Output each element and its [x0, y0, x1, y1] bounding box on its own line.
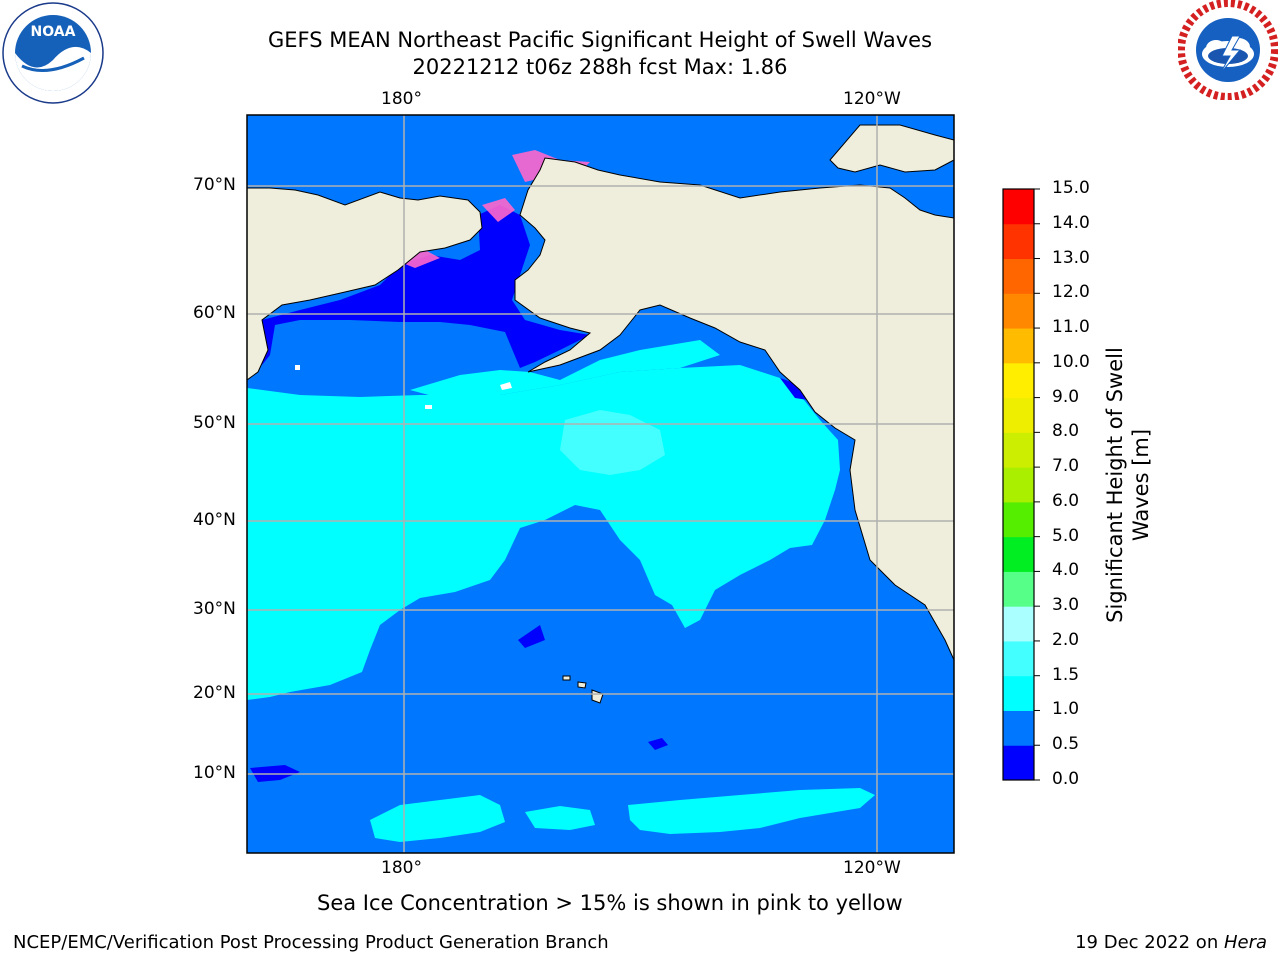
colorbar-segment [1003, 710, 1034, 746]
nws-logo-icon [1178, 0, 1278, 100]
swell-low-coast [780, 378, 808, 400]
swell-band-south-mid [525, 806, 595, 830]
colorbar-tick-label: 5.0 [1052, 525, 1080, 546]
gridlines [247, 115, 954, 853]
colorbar-tick-label: 15.0 [1052, 178, 1090, 198]
colorbar-segment [1003, 223, 1034, 260]
colorbar-segment [1003, 189, 1034, 225]
colorbar-segment [1003, 606, 1034, 642]
footer-branch: NCEP/EMC/Verification Post Processing Pr… [13, 932, 609, 953]
chart-subtitle: 20221212 t06z 288h fcst Max: 1.86 [412, 55, 788, 79]
colorbar-segment [1003, 397, 1034, 433]
swell-band-north [247, 365, 840, 700]
lat-label-50n: 50°N [193, 413, 236, 433]
colorbar-segment [1003, 745, 1034, 781]
colorbar-segment [1003, 258, 1034, 294]
land-north-america [514, 115, 954, 661]
lon-label-top-120w: 120°W [843, 89, 901, 109]
swell-band-north-upper [410, 340, 720, 398]
colorbar [1003, 189, 1034, 781]
colorbar-tick-label: 9.0 [1052, 386, 1080, 407]
lon-label-bottom-120w: 120°W [843, 858, 901, 878]
colorbar-tick-label: 1.0 [1052, 699, 1080, 720]
colorbar-tick-label: 3.0 [1052, 595, 1080, 616]
colorbar-tick-label: 10.0 [1052, 351, 1090, 372]
footer-host: Hera [1223, 932, 1267, 953]
colorbar-segment [1003, 640, 1034, 677]
lon-label-bottom-180: 180° [381, 858, 422, 878]
lat-label-40n: 40°N [193, 510, 236, 530]
colorbar-tick-label: 0.0 [1052, 769, 1080, 789]
footer-date-text: 19 Dec 2022 on [1075, 932, 1224, 953]
colorbar-tick-label: 14.0 [1052, 212, 1090, 233]
sea-ice-fringe [400, 150, 590, 268]
colorbar-tick-label: 11.0 [1052, 317, 1090, 338]
land-siberia [247, 115, 483, 381]
colorbar-segment [1003, 675, 1034, 711]
colorbar-tick-label: 2.0 [1052, 629, 1080, 650]
colorbar-tick-label: 4.0 [1052, 560, 1080, 581]
noaa-logo-text: NOAA [31, 24, 76, 40]
colorbar-label-text: Significant Height of Swell Waves [m] [1103, 347, 1153, 623]
swell-band-south-east [628, 788, 875, 834]
swell-low-bering [262, 205, 590, 368]
colorbar-tick-label: 12.0 [1052, 282, 1090, 303]
lat-label-60n: 60°N [193, 303, 236, 323]
colorbar-tick-label: 7.0 [1052, 456, 1080, 477]
land-arctic-islands [829, 124, 954, 173]
colorbar-tick-label: 13.0 [1052, 247, 1090, 268]
map-frame [246, 114, 955, 854]
footer-date: 19 Dec 2022 on Hera [1075, 932, 1267, 953]
colorbar-segment [1003, 432, 1034, 468]
swell-patch-high [560, 410, 665, 475]
lat-label-70n: 70°N [193, 175, 236, 195]
noaa-logo-icon: NOAA [2, 2, 104, 104]
sea-ice-note: Sea Ice Concentration > 15% is shown in … [317, 891, 903, 915]
chart-title: GEFS MEAN Northeast Pacific Significant … [267, 28, 933, 52]
colorbar-tick-label: 0.5 [1052, 734, 1080, 755]
colorbar-tick-label: 8.0 [1052, 421, 1080, 442]
lat-label-30n: 30°N [193, 599, 236, 619]
land-hawaii [562, 675, 604, 704]
colorbar-segment [1003, 536, 1034, 572]
lat-label-20n: 20°N [193, 683, 236, 703]
lon-label-top-180: 180° [381, 89, 422, 109]
colorbar-frame [1002, 188, 1035, 781]
colorbar-segment [1003, 362, 1034, 399]
colorbar-segment [1003, 328, 1034, 364]
colorbar-segment [1003, 571, 1034, 607]
colorbar-segment [1003, 467, 1034, 503]
lat-label-10n: 10°N [193, 763, 236, 783]
colorbar-tick-label: 1.5 [1052, 664, 1080, 685]
colorbar-segment [1003, 293, 1034, 329]
colorbar-segment [1003, 501, 1034, 538]
colorbar-tick-label: 6.0 [1052, 490, 1080, 511]
